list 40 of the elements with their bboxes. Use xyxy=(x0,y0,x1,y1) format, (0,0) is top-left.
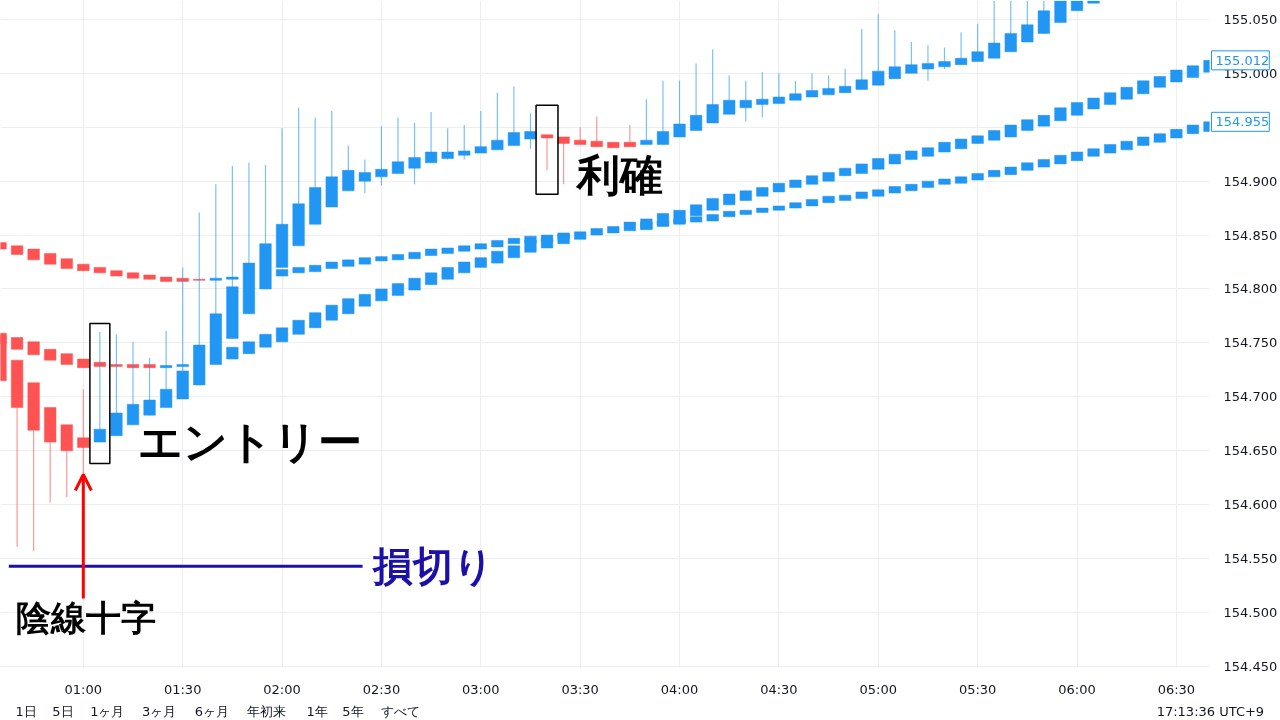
x-tick-label: 05:00 xyxy=(859,681,897,697)
annotation: エントリー xyxy=(137,415,362,467)
y-tick-label: 154.700 xyxy=(1223,389,1278,405)
text: 6ヶ月 xyxy=(194,703,230,719)
text: 5年 xyxy=(342,703,364,719)
y-tick-label: 154.500 xyxy=(1223,605,1278,620)
y-tick-label: 154.900 xyxy=(1223,173,1278,189)
x-tick-label: 06:00 xyxy=(1058,681,1096,697)
x-tick-label: 03:30 xyxy=(561,681,599,697)
x-tick-label: 03:00 xyxy=(462,681,500,697)
y-tick-label: 155.000 xyxy=(1223,65,1278,81)
text: すべて xyxy=(381,703,421,719)
annotation: 利確 xyxy=(574,149,663,200)
y-tick-label: 155.050 xyxy=(1223,11,1278,27)
y-tick-label: 154.550 xyxy=(1223,551,1278,567)
y-tick-label: 154.850 xyxy=(1223,227,1278,243)
y-tick-label: 154.600 xyxy=(1223,497,1278,513)
text: 5日 xyxy=(52,703,74,719)
annotation: 155.012 xyxy=(1215,52,1270,68)
annotation: 陰線十字 xyxy=(15,598,156,639)
y-tick-label: 154.650 xyxy=(1223,443,1278,459)
series-label: 損切り xyxy=(370,543,494,590)
x-tick-label: 04:30 xyxy=(760,681,798,697)
text: 1年 xyxy=(306,703,328,719)
x-tick-label: 01:00 xyxy=(64,681,103,697)
x-tick-label: 02:00 xyxy=(263,681,301,697)
x-tick-label: 01:30 xyxy=(163,681,202,697)
x-tick-label: 02:30 xyxy=(362,681,401,697)
text: 年初来 xyxy=(246,703,286,719)
text: 1ヶ月 xyxy=(90,703,125,719)
text: 1日 xyxy=(15,703,37,719)
text: 17:13:36 UTC+9 xyxy=(1156,703,1265,719)
x-tick-label: 04:00 xyxy=(660,681,699,697)
text: 3ヶ月 xyxy=(142,703,177,719)
y-tick-label: 154.450 xyxy=(1223,658,1278,674)
y-tick-label: 154.800 xyxy=(1223,281,1278,297)
x-tick-label: 05:30 xyxy=(958,681,997,697)
annotation: 154.955 xyxy=(1215,114,1270,130)
y-tick-label: 154.750 xyxy=(1223,335,1278,351)
x-tick-label: 06:30 xyxy=(1157,681,1196,697)
